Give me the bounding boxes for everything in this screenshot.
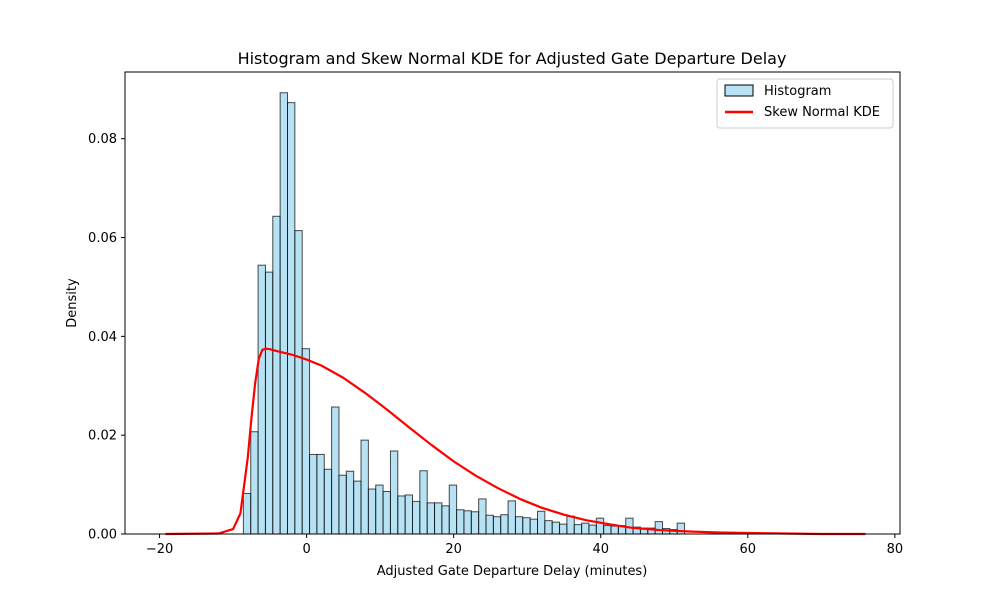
histogram-bar: [287, 102, 296, 535]
histogram-bar: [242, 492, 252, 535]
y-tick-label: 0.00: [88, 528, 117, 543]
kde-line-group: [165, 347, 866, 536]
histogram-bar: [514, 516, 524, 535]
histogram-bar: [529, 518, 538, 535]
histogram-bar: [426, 502, 436, 535]
x-axis-label: Adjusted Gate Departure Delay (minutes): [377, 564, 648, 579]
x-tick-label: −20: [146, 542, 173, 557]
histogram-bar: [264, 271, 274, 535]
histogram-bar: [294, 230, 303, 535]
histogram-bar: [566, 515, 575, 535]
histogram-bar: [463, 510, 472, 535]
histogram-bar: [581, 522, 590, 535]
histogram-bar: [595, 517, 605, 535]
histogram-bar: [360, 439, 369, 535]
histogram-bar: [309, 453, 318, 535]
histogram-bar: [485, 514, 494, 535]
y-axis-ticks: 0.00 0.02 0.04 0.06 0.08: [88, 132, 125, 543]
histogram-bar: [301, 348, 311, 535]
histogram-bar: [500, 514, 509, 535]
legend: Histogram Skew Normal KDE: [716, 78, 894, 129]
histogram-bar: [367, 488, 377, 535]
kde-line: [165, 347, 866, 536]
histogram-bar: [448, 484, 458, 535]
histogram-bar: [419, 470, 428, 535]
histogram-bar: [389, 450, 399, 535]
histogram-bar: [257, 264, 266, 535]
histogram-bar: [522, 517, 531, 535]
histogram-bar: [323, 468, 333, 535]
histogram-bar: [338, 474, 347, 535]
histogram-bar: [272, 215, 281, 535]
histogram-bar: [316, 453, 325, 535]
x-tick-label: 20: [445, 542, 462, 557]
histogram-bar: [353, 480, 362, 535]
histogram-bar: [654, 521, 663, 535]
histogram-bar: [382, 491, 391, 535]
histogram-bars: [242, 92, 686, 535]
histogram-bar: [603, 525, 612, 535]
x-tick-label: 40: [592, 542, 609, 557]
histogram-bar: [551, 521, 561, 535]
histogram-bar: [492, 516, 502, 535]
legend-kde-label: Skew Normal KDE: [764, 105, 880, 120]
histogram-bar: [331, 406, 340, 535]
y-tick-label: 0.06: [88, 231, 117, 246]
histogram-bar: [412, 500, 421, 535]
x-axis-ticks: −20 0 20 40 60 80: [146, 534, 903, 557]
histogram-bar: [404, 494, 414, 535]
chart-title: Histogram and Skew Normal KDE for Adjust…: [238, 49, 787, 68]
histogram-bar: [544, 520, 553, 535]
histogram-bar: [375, 484, 384, 535]
histogram-bar: [470, 511, 480, 535]
histogram-bar: [250, 431, 259, 535]
legend-histogram-swatch: [724, 84, 754, 97]
legend-histogram-label: Histogram: [764, 84, 831, 99]
y-tick-label: 0.02: [88, 429, 117, 444]
x-tick-label: 0: [302, 542, 310, 557]
histogram-bar: [588, 524, 597, 535]
histogram-bar: [507, 500, 516, 535]
histogram-bar: [345, 470, 355, 535]
histogram-bar: [279, 92, 289, 535]
legend-box: [716, 78, 894, 129]
plot-frame: [124, 71, 901, 535]
histogram-bar: [537, 510, 546, 535]
histogram-bar: [676, 522, 686, 535]
histogram-bar: [573, 524, 583, 535]
histogram-bar: [610, 525, 619, 535]
histogram-bar: [441, 505, 450, 535]
x-tick-label: 80: [887, 542, 904, 557]
histogram-bar: [397, 495, 406, 535]
y-tick-label: 0.04: [88, 330, 117, 345]
x-tick-label: 60: [740, 542, 757, 557]
histogram-bar: [478, 498, 487, 535]
histogram-bar: [456, 509, 465, 535]
y-tick-label: 0.08: [88, 132, 117, 147]
histogram-bar: [434, 502, 443, 535]
y-axis-label: Density: [65, 278, 80, 328]
histogram-bar: [559, 523, 568, 535]
